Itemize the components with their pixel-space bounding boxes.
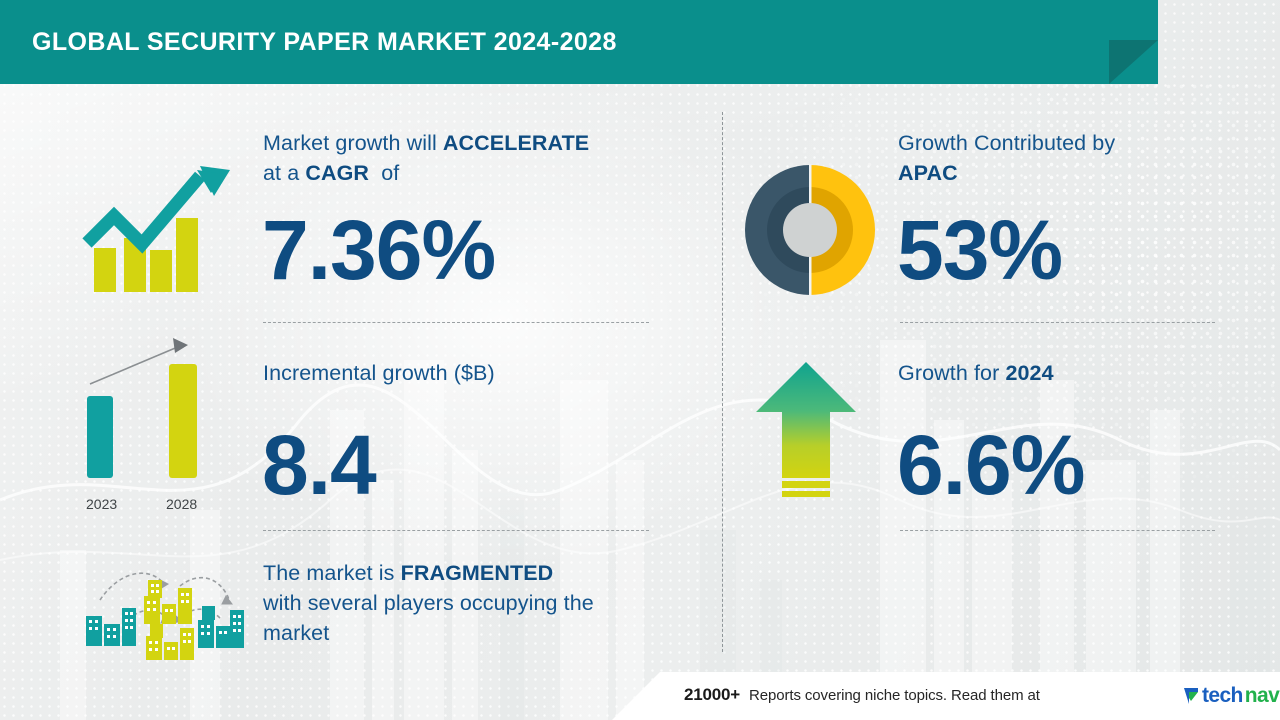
donut-chart-icon	[745, 164, 875, 296]
divider-right-1	[900, 322, 1215, 323]
footer-tagline: Reports covering niche topics. Read them…	[749, 687, 1040, 704]
right-block-2-lead: Growth for 2024	[898, 358, 1218, 388]
divider-left-1	[263, 322, 649, 323]
lead-text-3a: The market is	[263, 561, 401, 585]
left-block-2-lead: Incremental growth ($B)	[263, 361, 495, 385]
lead-text-1e: of	[369, 161, 400, 185]
lead-text-1d: CAGR	[305, 161, 370, 185]
lead-text-r1b: APAC	[898, 161, 958, 185]
logo-text-tech: tech	[1202, 684, 1243, 707]
bar-label-2028: 2028	[166, 496, 198, 512]
two-bars-comparison-icon	[87, 338, 197, 478]
logo-text-navio: navio	[1244, 684, 1280, 707]
lead-text-r1a: Growth Contributed by	[898, 131, 1116, 155]
lead-text-1a: Market growth will	[263, 131, 443, 155]
right-block-1-lead: Growth Contributed by APAC	[898, 128, 1218, 188]
footer-content: 21000+ Reports covering niche topics. Re…	[684, 685, 1040, 705]
lead-text-3d: market	[263, 621, 330, 645]
column-divider	[722, 112, 723, 652]
up-arrow-icon	[756, 362, 856, 497]
right-value-apac: 53%	[897, 203, 1063, 297]
growth-bar-chart-icon	[82, 166, 230, 292]
city-network-icon	[86, 572, 244, 660]
technavio-logo[interactable]: technavio™	[1182, 684, 1280, 708]
left-block-3-lead: The market is FRAGMENTED with several pl…	[263, 558, 683, 648]
technavio-triangle-icon	[1184, 688, 1198, 704]
right-value-2024: 6.6%	[897, 418, 1085, 512]
divider-left-2	[263, 530, 649, 531]
page-title: GLOBAL SECURITY PAPER MARKET 2024-2028	[32, 28, 617, 56]
lead-text-1c: at a	[263, 161, 306, 185]
left-block-1-lead: Market growth will ACCELERATE at a CAGR …	[263, 128, 663, 188]
header-ribbon-fold-icon	[1109, 40, 1158, 84]
lead-text-3b: FRAGMENTED	[400, 561, 554, 585]
left-value-cagr: 7.36%	[262, 203, 496, 297]
bar-label-2023: 2023	[86, 496, 118, 512]
lead-text-r2b: 2024	[1005, 361, 1054, 385]
divider-right-2	[900, 530, 1215, 531]
lead-text-3c: with several players occupying the	[263, 591, 594, 615]
footer-bar: 21000+ Reports covering niche topics. Re…	[612, 672, 1280, 720]
footer-report-count: 21000+	[684, 685, 741, 704]
lead-text-r2a: Growth for	[898, 361, 1006, 385]
left-value-incremental: 8.4	[262, 418, 377, 512]
header-bar: GLOBAL SECURITY PAPER MARKET 2024-2028	[0, 0, 1158, 84]
lead-text-1b: ACCELERATE	[442, 131, 590, 155]
